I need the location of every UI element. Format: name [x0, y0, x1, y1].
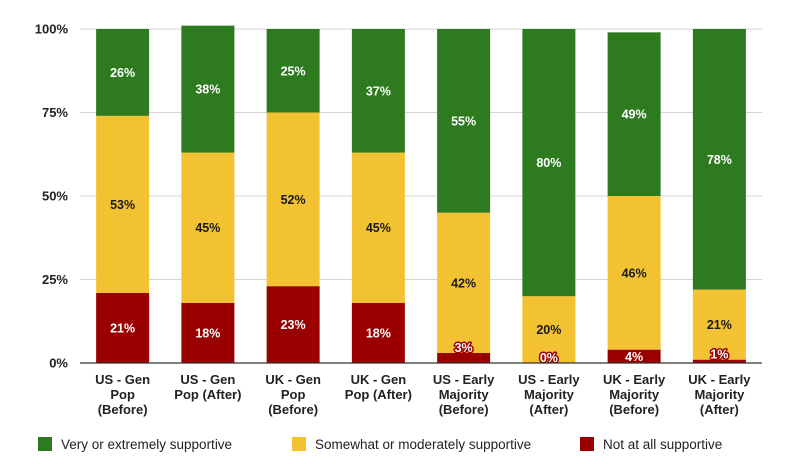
data-label: 45%: [195, 221, 220, 235]
x-category-label: US - Early Majority (After): [518, 372, 580, 417]
x-category-label: UK - Early Majority (After): [688, 372, 751, 417]
legend-label: Very or extremely supportive: [61, 437, 232, 452]
bar-segment: [607, 196, 661, 350]
data-label: 21%: [707, 318, 732, 332]
bar-segment: [607, 32, 661, 197]
legend-label: Not at all supportive: [603, 437, 722, 452]
x-category-label: US - Early Majority (Before): [433, 372, 495, 417]
data-label: 0%: [540, 351, 558, 365]
bar-segment: [692, 289, 746, 360]
data-label: 38%: [195, 83, 220, 97]
data-label: 20%: [536, 323, 561, 337]
data-label: 18%: [366, 326, 391, 340]
data-label: 45%: [366, 221, 391, 235]
bar-segment: [437, 352, 491, 363]
bar-segment: [96, 115, 150, 293]
bar-segment: [266, 112, 320, 287]
data-label: 49%: [622, 108, 647, 122]
legend-label: Somewhat or moderately supportive: [315, 437, 531, 452]
bar-segment: [266, 286, 320, 363]
bar-segment: [437, 212, 491, 353]
bar-segment: [692, 359, 746, 363]
legend-swatch: [580, 437, 594, 451]
bar-segment: [181, 302, 235, 363]
x-category-label: UK - Gen Pop (Before): [265, 372, 321, 417]
data-label: 1%: [710, 348, 728, 362]
legend-swatch: [38, 437, 52, 451]
y-tick-label: 0%: [49, 356, 68, 371]
bar-segment: [96, 292, 150, 363]
bar-segment: [181, 152, 235, 303]
bar-segment: [522, 296, 576, 363]
data-label: 3%: [455, 341, 473, 355]
x-category-label: US - Gen Pop (After): [174, 372, 241, 402]
data-label: 46%: [622, 266, 647, 280]
y-tick-label: 75%: [42, 105, 68, 120]
data-label: 23%: [281, 318, 306, 332]
legend-item: Not at all supportive: [580, 437, 722, 452]
data-label: 42%: [451, 276, 476, 290]
bar-segment: [607, 349, 661, 363]
data-label: 26%: [110, 66, 135, 80]
bar-segment: [351, 152, 405, 303]
y-tick-label: 50%: [42, 189, 68, 204]
y-tick-label: 25%: [42, 272, 68, 287]
bar-segment: [351, 302, 405, 363]
data-label: 37%: [366, 84, 391, 98]
data-label: 78%: [707, 153, 732, 167]
legend: Very or extremely supportive Somewhat or …: [38, 437, 722, 452]
bar-segment: [96, 29, 150, 116]
x-category-label: UK - Early Majority (Before): [603, 372, 666, 417]
bars: [96, 25, 746, 363]
x-category-label: US - Gen Pop (Before): [95, 372, 150, 417]
y-tick-label: 100%: [35, 22, 69, 37]
x-axis: US - Gen Pop (Before) US - Gen Pop (After) UK…: [80, 362, 762, 417]
data-labels: 21% 53% 26% 18% 45% 38% 23% 52% 25% 18% 45% 37% 3% 42…: [110, 64, 732, 366]
data-label: 53%: [110, 198, 135, 212]
legend-item: Very or extremely supportive: [38, 437, 232, 452]
bar-segment: [522, 29, 576, 297]
data-label: 80%: [536, 156, 561, 170]
data-label: 25%: [281, 64, 306, 78]
data-label: 55%: [451, 114, 476, 128]
y-axis: 0% 25% 50% 75% 100%: [35, 22, 69, 371]
bar-segment: [181, 25, 235, 153]
bar-segment: [351, 29, 405, 153]
data-label: 52%: [281, 193, 306, 207]
bar-segment: [266, 29, 320, 113]
bar-segment: [437, 29, 491, 213]
x-category-label: UK - Gen Pop (After): [345, 372, 412, 402]
data-label: 4%: [625, 350, 643, 364]
bar-segment: [692, 29, 746, 290]
data-label: 21%: [110, 321, 135, 335]
data-label: 18%: [195, 326, 220, 340]
legend-item: Somewhat or moderately supportive: [292, 437, 531, 452]
legend-swatch: [292, 437, 306, 451]
